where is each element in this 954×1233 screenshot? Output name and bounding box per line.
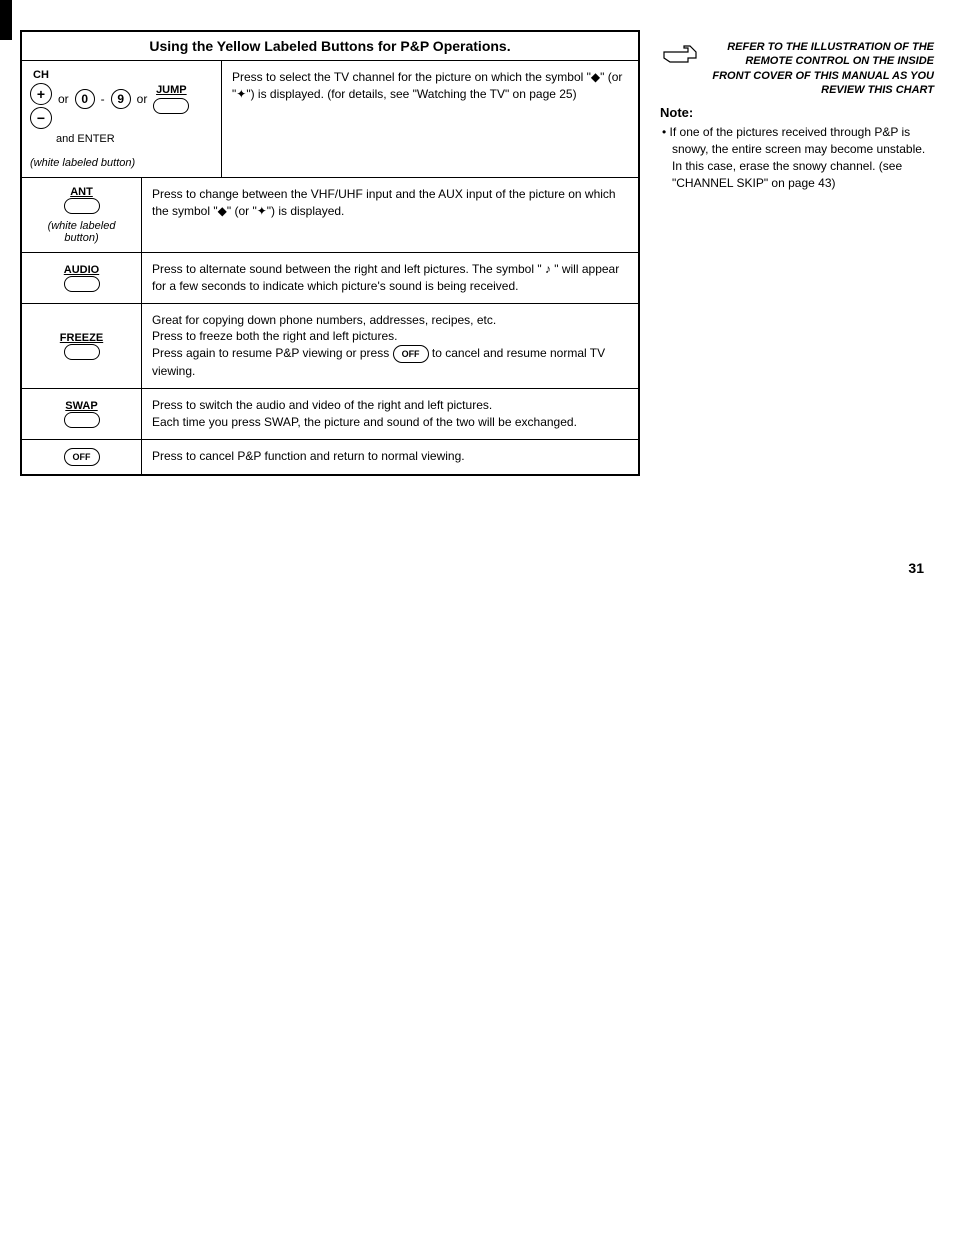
jump-label: JUMP bbox=[156, 84, 187, 96]
channel-down-button: − bbox=[30, 107, 52, 129]
dash-text: - bbox=[101, 92, 105, 106]
ch-label: CH bbox=[33, 69, 49, 81]
sidebar-notes: REFER TO THE ILLUSTRATION OF THE REMOTE … bbox=[660, 30, 934, 191]
row-ant: ANT (white labeled button) Press to chan… bbox=[22, 178, 638, 253]
off-description: Press to cancel P&P function and return … bbox=[142, 440, 638, 474]
audio-description: Press to alternate sound between the rig… bbox=[142, 253, 638, 303]
row-off: OFF Press to cancel P&P function and ret… bbox=[22, 440, 638, 474]
pointing-hand-icon bbox=[660, 40, 700, 75]
freeze-line3a: Press again to resume P&P viewing or pre… bbox=[152, 346, 393, 360]
row-swap: SWAP Press to switch the audio and video… bbox=[22, 389, 638, 440]
table-header: Using the Yellow Labeled Buttons for P&P… bbox=[22, 32, 638, 61]
freeze-label: FREEZE bbox=[60, 332, 103, 344]
operations-table: Using the Yellow Labeled Buttons for P&P… bbox=[20, 30, 640, 476]
swap-button-icon bbox=[64, 412, 100, 428]
row-freeze: FREEZE Great for copying down phone numb… bbox=[22, 304, 638, 390]
ant-description: Press to change between the VHF/UHF inpu… bbox=[142, 178, 638, 252]
audio-label: AUDIO bbox=[64, 264, 99, 276]
freeze-line1: Great for copying down phone numbers, ad… bbox=[152, 312, 628, 329]
note-heading: Note: bbox=[660, 105, 934, 120]
channel-select-description: Press to select the TV channel for the p… bbox=[222, 61, 638, 177]
white-labeled-note: (white labeled button) bbox=[30, 157, 213, 169]
page-tab-marker bbox=[0, 0, 12, 40]
jump-button-icon bbox=[153, 98, 189, 114]
or-text-2: or bbox=[137, 92, 148, 106]
digit-0-button: 0 bbox=[75, 89, 95, 109]
row-channel-select: CH + − or 0 - 9 or JUMP bbox=[22, 61, 638, 178]
row-audio: AUDIO Press to alternate sound between t… bbox=[22, 253, 638, 304]
freeze-line3: Press again to resume P&P viewing or pre… bbox=[152, 345, 628, 380]
freeze-line2: Press to freeze both the right and left … bbox=[152, 328, 628, 345]
swap-description: Press to switch the audio and video of t… bbox=[142, 389, 638, 439]
swap-line2: Each time you press SWAP, the picture an… bbox=[152, 414, 628, 431]
audio-button-icon bbox=[64, 276, 100, 292]
ant-label: ANT bbox=[70, 186, 93, 198]
ant-button-icon bbox=[64, 198, 100, 214]
off-button-icon: OFF bbox=[64, 448, 100, 466]
channel-up-button: + bbox=[30, 83, 52, 105]
note-body: • If one of the pictures received throug… bbox=[660, 124, 934, 191]
or-text: or bbox=[58, 92, 69, 106]
freeze-button-icon bbox=[64, 344, 100, 360]
page-number: 31 bbox=[908, 560, 924, 576]
swap-line1: Press to switch the audio and video of t… bbox=[152, 397, 628, 414]
freeze-description: Great for copying down phone numbers, ad… bbox=[142, 304, 638, 389]
refer-text: REFER TO THE ILLUSTRATION OF THE REMOTE … bbox=[710, 40, 934, 97]
and-enter-text: and ENTER bbox=[56, 133, 213, 145]
swap-label: SWAP bbox=[65, 400, 97, 412]
ant-white-note: (white labeled button) bbox=[30, 220, 133, 244]
off-button-inline-icon: OFF bbox=[393, 345, 429, 363]
digit-9-button: 9 bbox=[111, 89, 131, 109]
